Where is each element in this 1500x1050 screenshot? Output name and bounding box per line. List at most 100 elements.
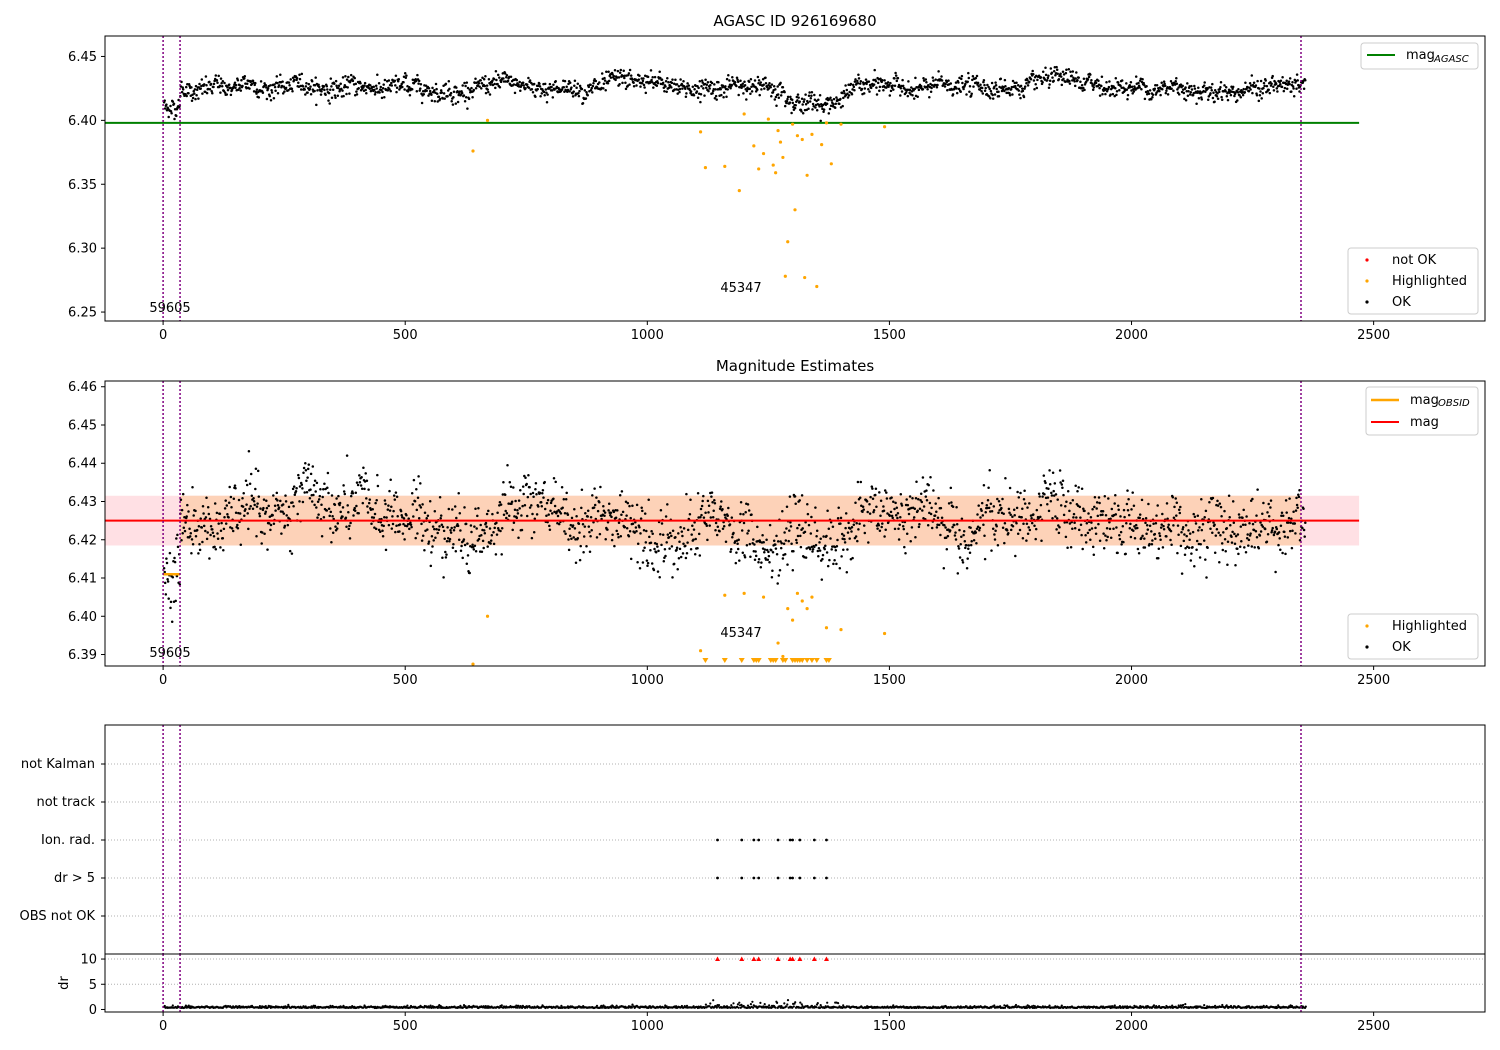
p2-ok-point-753 [600,517,603,521]
p2-ok-point-1082 [791,568,795,572]
p1-ok-point-580 [499,80,503,84]
p2-ok-point-1921 [1279,548,1282,552]
p2-ok-point-1524 [1048,469,1051,472]
p2-ytick-label-1: 6.40 [68,610,97,625]
p1-ok-point-1233 [879,77,882,81]
p1-ok-point-1673 [1134,75,1138,78]
p1-ok-point-488 [446,95,449,98]
p2-ok-point-831 [645,559,649,562]
p2-ok-point-1631 [1110,507,1114,511]
p2-ok-point-137 [242,491,245,495]
p1-ok-point-1954 [1298,90,1301,93]
p2-ok-point-99 [220,521,223,525]
p1-ok-point-547 [480,82,484,85]
p1-ok-point-1709 [1155,84,1159,87]
p1-ok-point-1425 [990,81,994,85]
p2-ok-point-825 [642,549,645,552]
p2-ok-point-1079 [789,525,793,528]
p1-ok-point-1922 [1279,79,1283,82]
p2-ok-point-1354 [949,486,953,490]
p2-ok-point-1665 [1130,508,1133,511]
p2-ok-point-743 [594,517,598,521]
p1-ok-point-355 [369,84,372,87]
p1-ok-point-562 [489,83,492,86]
p2-ok-point-598 [510,502,513,505]
p2-ok-point-828 [643,512,647,515]
p2-ok-point-357 [370,522,373,525]
p2-highlighted-point-9 [790,618,795,622]
p2-ok-point-441 [419,482,422,485]
p1-ok-point-901 [686,82,689,85]
p2-ok-point-1637 [1114,493,1117,497]
p1-ok-point-147 [248,87,251,90]
p2-ok-point-1376 [962,533,965,537]
p2-ok-point-290 [331,515,334,518]
p2-ok-point-554 [484,521,488,525]
p1-ok-point-988 [736,80,740,83]
p1-ok-point-278 [324,93,327,97]
p2-ok-point-12 [169,600,173,604]
p1-ok-point-937 [707,89,710,93]
p2-ok-point-280 [325,509,329,512]
p1-ok-point-823 [641,82,644,85]
p1-ok-point-664 [548,82,552,86]
p1-ok-point-441 [419,87,422,90]
p1-ok-point-1750 [1179,83,1183,86]
p1-ok-point-1666 [1130,85,1134,89]
p1-ok-point-845 [653,75,657,79]
p1-ok-point-992 [739,79,742,83]
p1-ok-point-1413 [983,89,987,92]
p1-ok-point-1307 [922,77,925,80]
p1-ok-point-1532 [1052,69,1056,73]
p2-ok-point-1962 [1302,528,1306,532]
p2-ok-point-350 [366,505,369,508]
p2-ok-point-1660 [1127,498,1130,501]
p2-ok-point-311 [343,492,347,496]
p1-ok-point-99 [220,82,223,85]
p2-ok-point-1550 [1063,521,1066,524]
p2-ok-point-164 [258,512,261,515]
p1-ok-point-1733 [1169,80,1173,83]
p2-ok-point-251 [308,496,312,500]
p1-ok-point-607 [515,78,519,82]
p1-ok-point-207 [283,90,286,93]
p2-ok-point-1144 [827,527,831,531]
p2-ok-point-1848 [1236,533,1240,536]
p1-ok-point-1762 [1186,94,1190,97]
p1-ok-point-1333 [937,70,940,73]
p2-ok-point-135 [241,496,244,500]
p2-ok-point-574 [496,511,499,514]
p1-ok-point-1622 [1105,81,1108,84]
p2-ok-point-1842 [1233,532,1236,536]
p1-ok-point-873 [670,86,673,89]
p1-highlighted-point-22 [803,275,807,280]
p2-ok-point-1538 [1056,498,1059,501]
p1-ok-point-519 [464,84,467,88]
p1-ok-point-89 [214,74,218,77]
p2-ok-point-1563 [1071,527,1074,531]
p2-ok-point-1922 [1279,524,1283,527]
p2-ok-point-921 [697,532,701,536]
p2-ok-point-1394 [972,539,976,542]
p2-ok-point-833 [646,561,650,565]
p1-ok-point-234 [298,77,302,81]
p1-ok-point-1041 [767,87,771,90]
p2-ok-point-478 [440,523,444,526]
p2-ok-point-1190 [854,501,857,505]
p1-ok-point-520 [464,95,468,99]
p2-ok-point-1760 [1185,534,1188,538]
p1-ok-point-1354 [949,82,953,85]
p2-ok-point-512 [460,544,463,548]
p1-ok-point-1367 [957,81,960,84]
p2-ok-point-616 [520,528,524,532]
p1-ok-point-177 [265,97,269,101]
p1-ok-point-330 [354,82,358,86]
p1-ok-point-42 [187,91,190,95]
p1-ok-point-1314 [926,88,929,91]
p1-highlighted-point-1 [485,118,490,122]
p1-ok-point-1472 [1018,93,1021,96]
p2-ok-point-974 [728,523,732,526]
p2-ok-point-690 [563,511,567,515]
p1-ok-point-185 [270,88,273,92]
